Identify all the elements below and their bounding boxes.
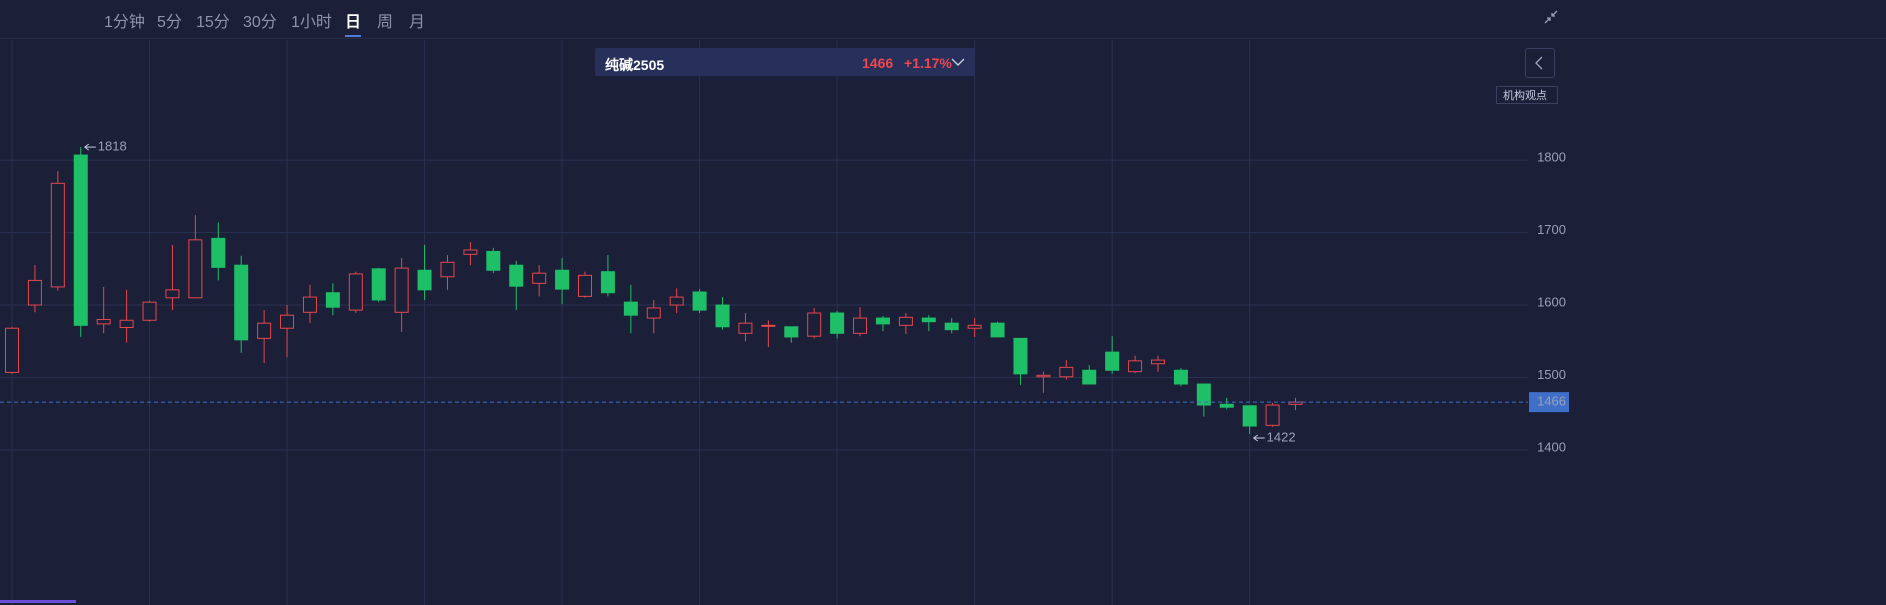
candle-body: [1173, 369, 1188, 385]
candle-body: [394, 267, 409, 313]
candle-body: [1128, 360, 1143, 373]
candle-body: [1219, 403, 1234, 408]
side-toggle[interactable]: [1525, 48, 1555, 78]
toolbar: 1分钟 5分 15分 30分 1小时 日 周 月: [0, 0, 1886, 39]
tab[interactable]: 30分: [243, 14, 277, 31]
candle-body: [1242, 405, 1257, 427]
y-tick-label: 1500: [1537, 367, 1566, 382]
last-price-tag: [1529, 392, 1569, 413]
candle-body: [738, 322, 753, 334]
candle-body: [944, 322, 959, 331]
candle-body: [211, 237, 226, 268]
marker-label: 1422: [1267, 429, 1296, 444]
candle-body: [188, 239, 203, 299]
candle-body: [669, 296, 684, 306]
tab[interactable]: 周: [377, 14, 394, 31]
symbol: 纯碱2505: [605, 57, 665, 73]
candle-body: [417, 269, 432, 291]
tab[interactable]: 1小时: [291, 14, 332, 31]
candle-body: [1151, 359, 1165, 365]
collapse-icon[interactable]: [1543, 9, 1559, 25]
candle-body: [5, 327, 19, 373]
tab[interactable]: 1分钟: [104, 14, 145, 31]
candle-body: [280, 314, 295, 329]
tab-active[interactable]: 日: [345, 8, 362, 37]
candle-body: [1036, 374, 1051, 378]
candle-body: [898, 316, 913, 326]
candle-body: [875, 317, 890, 325]
candle-body: [257, 322, 272, 339]
y-tick-label: 1800: [1537, 150, 1566, 165]
candle-body: [990, 322, 1005, 338]
candle-body: [715, 304, 730, 328]
candle-body: [967, 324, 982, 329]
dropdown-icon: [951, 58, 965, 66]
candle-body: [761, 324, 776, 327]
candle-body: [371, 268, 386, 301]
candle-body: [600, 271, 615, 294]
candle-body: [807, 312, 822, 337]
candle-body: [302, 296, 317, 313]
y-tick-label: 1600: [1537, 294, 1566, 309]
candle-body: [119, 319, 134, 329]
candle-body: [96, 319, 111, 325]
marker-label: 1818: [98, 139, 127, 154]
change: +1.17%: [904, 55, 952, 71]
candle-body: [1013, 337, 1028, 375]
candle-body: [1082, 369, 1097, 385]
candle-body: [830, 312, 845, 334]
ticker-box[interactable]: 纯碱2505 1466 +1.17%: [595, 48, 975, 76]
candle-body: [486, 250, 501, 271]
marker-arrow-head: [83, 143, 90, 151]
y-tick-label: 1400: [1537, 439, 1566, 454]
chevron: [1535, 56, 1543, 70]
marker-arrow-head: [1252, 434, 1258, 442]
candle-body: [50, 182, 65, 288]
candle-body: [234, 264, 249, 341]
candle-body: [73, 154, 88, 326]
candle-body: [27, 279, 42, 306]
candle-body: [509, 264, 524, 287]
candle-body: [440, 261, 455, 278]
candle-body: [784, 326, 799, 338]
candle-body: [463, 249, 478, 255]
candle-body: [623, 301, 638, 316]
tab[interactable]: 5分: [157, 14, 182, 31]
candle-body: [692, 291, 707, 311]
last-price-label: 1466: [1537, 394, 1566, 409]
candle-body: [325, 292, 340, 308]
candle-body: [646, 307, 661, 319]
candle-body: [348, 273, 363, 311]
candle-body: [142, 301, 157, 321]
candle-body: [532, 272, 547, 284]
candle-body: [165, 289, 180, 299]
candle-body: [1059, 366, 1074, 378]
candle-body: [1105, 351, 1120, 371]
scroll-indicator: [0, 600, 76, 603]
opinion-button[interactable]: 机构观点: [1496, 86, 1558, 104]
candle-body: [578, 274, 592, 297]
tab[interactable]: 月: [409, 14, 426, 31]
candle-body: [555, 269, 570, 290]
y-tick-label: 1700: [1537, 222, 1566, 237]
candle-body: [853, 317, 868, 334]
tab[interactable]: 15分: [196, 14, 230, 31]
price: 1466: [862, 55, 894, 71]
candle-body: [1196, 383, 1211, 406]
candle-body: [1265, 404, 1280, 426]
candle-body: [921, 317, 936, 323]
